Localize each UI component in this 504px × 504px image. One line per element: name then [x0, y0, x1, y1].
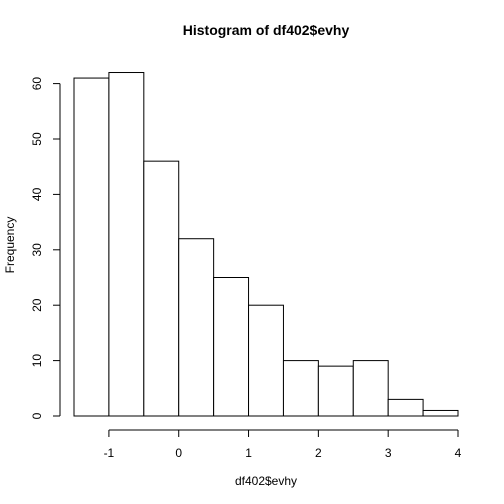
x-tick-label-1: 0 — [175, 446, 182, 460]
y-axis-label: Frequency — [3, 217, 17, 274]
histogram-bar-5 — [248, 304, 284, 417]
x-axis: -1 0 1 2 3 4 — [104, 429, 462, 460]
y-tick-label-1: 10 — [30, 354, 44, 368]
histogram-bar-10 — [422, 409, 459, 417]
y-tick-label-3: 30 — [30, 243, 44, 257]
histogram-bar-3 — [178, 238, 215, 417]
histogram-bars — [73, 72, 459, 417]
histogram-bar-8 — [352, 360, 389, 417]
x-tick-label-4: 3 — [385, 446, 392, 460]
y-tick-label-4: 40 — [30, 187, 44, 201]
histogram-bar-0 — [73, 77, 110, 417]
histogram-bar-6 — [282, 360, 319, 417]
histogram-bar-2 — [143, 160, 180, 417]
x-tick-label-5: 4 — [455, 446, 462, 460]
histogram-bar-4 — [213, 277, 250, 417]
y-axis: 0 10 20 30 40 50 60 — [30, 77, 61, 419]
y-tick-label-5: 50 — [30, 132, 44, 146]
x-tick-label-0: -1 — [104, 446, 115, 460]
y-tick-label-2: 20 — [30, 298, 44, 312]
y-tick-label-0: 0 — [30, 412, 44, 419]
chart-title: Histogram of df402$evhy — [183, 22, 350, 38]
histogram-bar-1 — [108, 72, 145, 417]
x-tick-label-2: 1 — [245, 446, 252, 460]
histogram-bar-9 — [387, 398, 424, 417]
x-tick-label-3: 2 — [315, 446, 322, 460]
y-tick-label-6: 60 — [30, 77, 44, 91]
histogram-bar-7 — [317, 365, 354, 417]
x-axis-label: df402$evhy — [235, 474, 297, 488]
